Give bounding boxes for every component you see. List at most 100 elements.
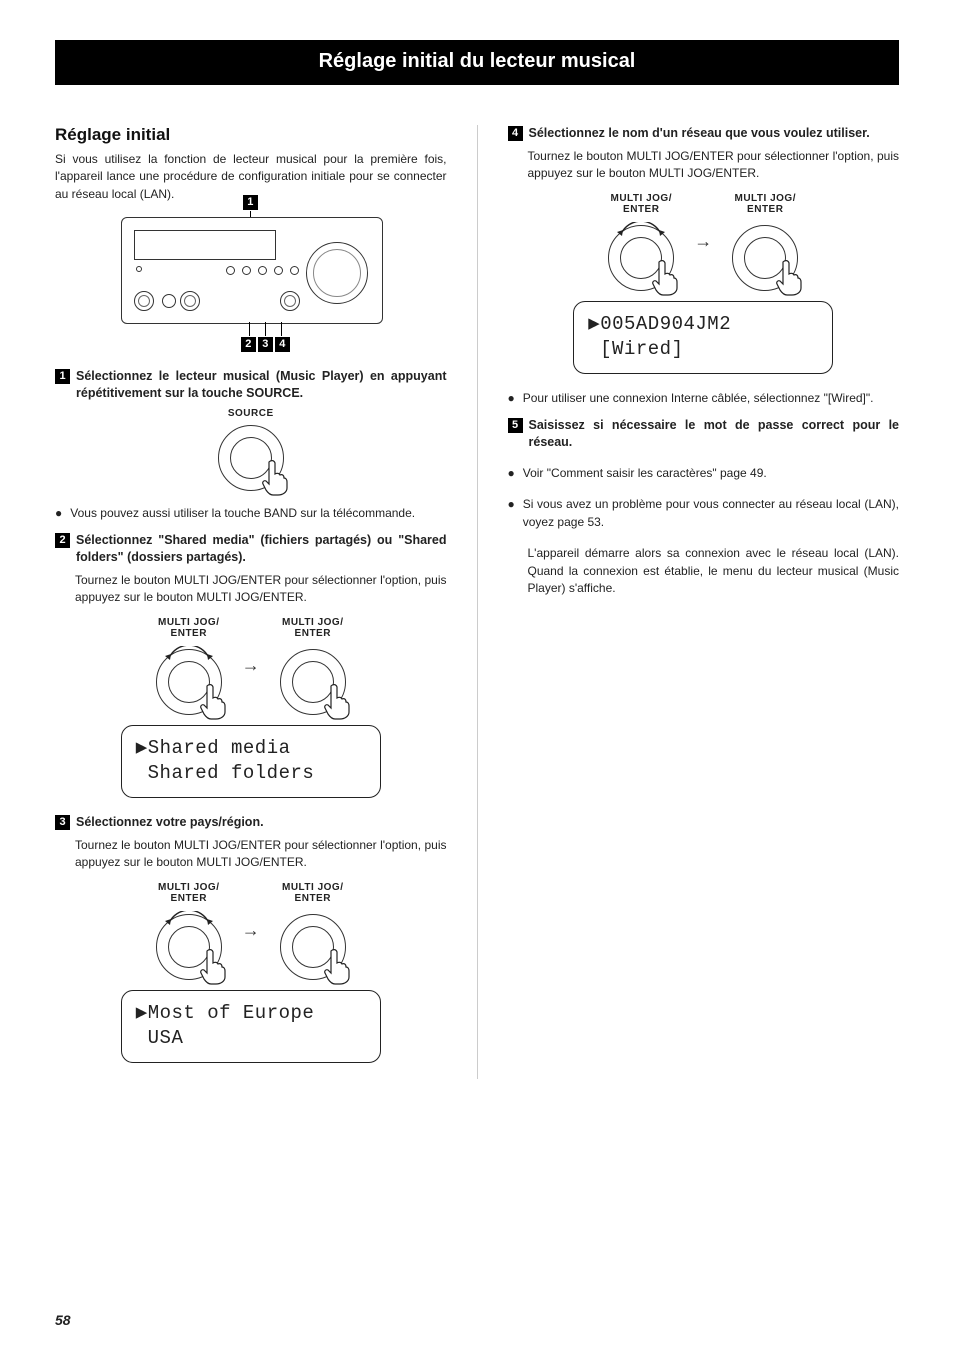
left-column: Réglage initial Si vous utilisez la fonc… bbox=[55, 125, 447, 1079]
mini-button bbox=[290, 266, 299, 275]
jog-knob bbox=[156, 649, 222, 715]
knob-label: SOURCE bbox=[55, 408, 447, 419]
leader-line bbox=[249, 322, 250, 336]
finger-icon bbox=[261, 460, 289, 496]
lcd-line: Shared folders bbox=[136, 761, 366, 787]
bullet-icon: ● bbox=[55, 505, 62, 522]
lcd-line: ▶Most of Europe bbox=[136, 1001, 366, 1027]
jog-knob bbox=[280, 914, 346, 980]
step-5: 5 Saisissez si nécessaire le mot de pass… bbox=[508, 417, 900, 451]
jog-figure: MULTI JOG/ ENTER → MULTI JOG/ ENTER bbox=[55, 617, 447, 715]
jog-label: MULTI JOG/ ENTER bbox=[280, 882, 346, 904]
step-number: 2 bbox=[55, 533, 70, 548]
device-body bbox=[121, 217, 383, 324]
bullet-icon: ● bbox=[508, 496, 515, 531]
small-knob bbox=[280, 291, 300, 311]
lcd-line: ▶005AD904JM2 bbox=[588, 312, 818, 338]
step-sub: Tournez le bouton MULTI JOG/ENTER pour s… bbox=[75, 572, 447, 607]
jog-knob bbox=[608, 225, 674, 291]
bullet-text: Pour utiliser une connexion Interne câbl… bbox=[523, 390, 874, 407]
jog-rotate: MULTI JOG/ ENTER bbox=[608, 193, 674, 291]
small-knob bbox=[180, 291, 200, 311]
source-knob bbox=[218, 425, 284, 491]
leader-line bbox=[281, 322, 282, 336]
section-title: Réglage initial bbox=[55, 125, 447, 145]
led-dot bbox=[136, 266, 142, 272]
column-divider bbox=[477, 125, 478, 1079]
step-number: 5 bbox=[508, 418, 523, 433]
jog-press: MULTI JOG/ ENTER bbox=[280, 617, 346, 715]
finger-icon bbox=[323, 684, 351, 720]
page: Réglage initial du lecteur musical Régla… bbox=[0, 0, 954, 1350]
finger-icon bbox=[651, 260, 679, 296]
page-title-bar: Réglage initial du lecteur musical bbox=[55, 40, 899, 85]
bullet-icon: ● bbox=[508, 465, 515, 482]
step-text: Sélectionnez le lecteur musical (Music P… bbox=[76, 368, 447, 402]
step-2: 2 Sélectionnez "Shared media" (fichiers … bbox=[55, 532, 447, 566]
jog-knob bbox=[280, 649, 346, 715]
display-slot bbox=[134, 230, 276, 260]
jog-rotate: MULTI JOG/ ENTER bbox=[156, 882, 222, 980]
step-4: 4 Sélectionnez le nom d'un réseau que vo… bbox=[508, 125, 900, 142]
source-knob-figure: SOURCE bbox=[55, 408, 447, 491]
callout-3: 3 bbox=[258, 337, 273, 352]
step-number: 3 bbox=[55, 815, 70, 830]
step-number: 1 bbox=[55, 369, 70, 384]
bullet-text: Vous pouvez aussi utiliser la touche BAN… bbox=[70, 505, 415, 522]
arrow-right-icon: → bbox=[694, 231, 712, 252]
page-number: 58 bbox=[55, 1312, 71, 1328]
bullet-item: ● Vous pouvez aussi utiliser la touche B… bbox=[55, 505, 447, 522]
jog-figure: MULTI JOG/ ENTER → MULTI JOG/ ENTER bbox=[508, 193, 900, 291]
jog-label: MULTI JOG/ ENTER bbox=[156, 882, 222, 904]
arrow-right-icon: → bbox=[242, 920, 260, 941]
jog-label: MULTI JOG/ ENTER bbox=[608, 193, 674, 215]
right-column: 4 Sélectionnez le nom d'un réseau que vo… bbox=[508, 125, 900, 1079]
volume-knob bbox=[306, 242, 368, 304]
mini-button bbox=[226, 266, 235, 275]
device-figure: 1 bbox=[121, 217, 381, 358]
lcd-line: USA bbox=[136, 1026, 366, 1052]
mini-button bbox=[258, 266, 267, 275]
bullet-item: ● Pour utiliser une connexion Interne câ… bbox=[508, 390, 900, 407]
step-number: 4 bbox=[508, 126, 523, 141]
jog-label: MULTI JOG/ ENTER bbox=[732, 193, 798, 215]
two-column-layout: Réglage initial Si vous utilisez la fonc… bbox=[55, 125, 899, 1079]
arrow-right-icon: → bbox=[242, 655, 260, 676]
rotate-arrow-icon bbox=[163, 911, 215, 927]
bullet-item: ● Voir "Comment saisir les caractères" p… bbox=[508, 465, 900, 482]
callout-1: 1 bbox=[243, 195, 258, 210]
bullet-text: Voir "Comment saisir les caractères" pag… bbox=[523, 465, 767, 482]
step-text: Saisissez si nécessaire le mot de passe … bbox=[529, 417, 900, 451]
callout-2: 2 bbox=[241, 337, 256, 352]
jog-press: MULTI JOG/ ENTER bbox=[732, 193, 798, 291]
conclusion-paragraph: L'appareil démarre alors sa connexion av… bbox=[528, 545, 900, 597]
jog-knob bbox=[156, 914, 222, 980]
step-sub: Tournez le bouton MULTI JOG/ENTER pour s… bbox=[528, 148, 900, 183]
step-sub: Tournez le bouton MULTI JOG/ENTER pour s… bbox=[75, 837, 447, 872]
callout-4: 4 bbox=[275, 337, 290, 352]
finger-icon bbox=[199, 684, 227, 720]
step-text: Sélectionnez "Shared media" (fichiers pa… bbox=[76, 532, 447, 566]
lcd-display: ▶Shared media Shared folders bbox=[121, 725, 381, 798]
bullet-text: Si vous avez un problème pour vous conne… bbox=[523, 496, 899, 531]
finger-icon bbox=[323, 949, 351, 985]
bullet-icon: ● bbox=[508, 390, 515, 407]
finger-icon bbox=[775, 260, 803, 296]
step-text: Sélectionnez votre pays/région. bbox=[76, 814, 264, 831]
rotate-arrow-icon bbox=[163, 646, 215, 662]
lcd-line: ▶Shared media bbox=[136, 736, 366, 762]
small-knob bbox=[134, 291, 154, 311]
jog-label: MULTI JOG/ ENTER bbox=[156, 617, 222, 639]
rotate-arrow-icon bbox=[615, 222, 667, 238]
step-text: Sélectionnez le nom d'un réseau que vous… bbox=[529, 125, 870, 142]
small-knob bbox=[162, 294, 176, 308]
lcd-line: [Wired] bbox=[588, 337, 818, 363]
finger-icon bbox=[199, 949, 227, 985]
step-3: 3 Sélectionnez votre pays/région. bbox=[55, 814, 447, 831]
jog-press: MULTI JOG/ ENTER bbox=[280, 882, 346, 980]
step-1: 1 Sélectionnez le lecteur musical (Music… bbox=[55, 368, 447, 402]
lcd-display: ▶005AD904JM2 [Wired] bbox=[573, 301, 833, 374]
bullet-item: ● Si vous avez un problème pour vous con… bbox=[508, 496, 900, 531]
jog-label: MULTI JOG/ ENTER bbox=[280, 617, 346, 639]
lcd-display: ▶Most of Europe USA bbox=[121, 990, 381, 1063]
